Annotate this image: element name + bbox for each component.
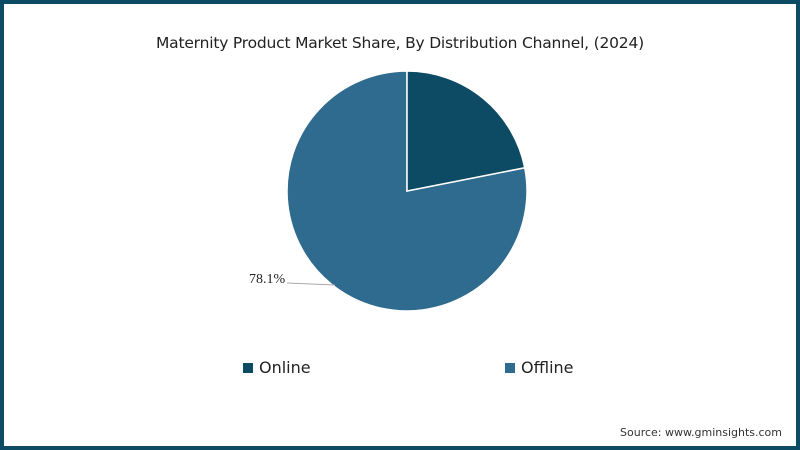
leader-line-offline [286,282,336,286]
legend-item-online: Online [243,358,311,377]
legend-swatch-online [243,362,253,373]
pie-slice-online [406,70,526,192]
legend-label-online: Online [259,358,311,377]
legend-label-offline: Offline [521,358,574,377]
legend-swatch-offline [505,362,515,373]
chart-title: Maternity Product Market Share, By Distr… [156,34,644,52]
source-note: Source: www.gminsights.com [620,426,782,439]
legend-item-offline: Offline [505,358,574,377]
data-label-offline: 78.1% [249,272,286,287]
